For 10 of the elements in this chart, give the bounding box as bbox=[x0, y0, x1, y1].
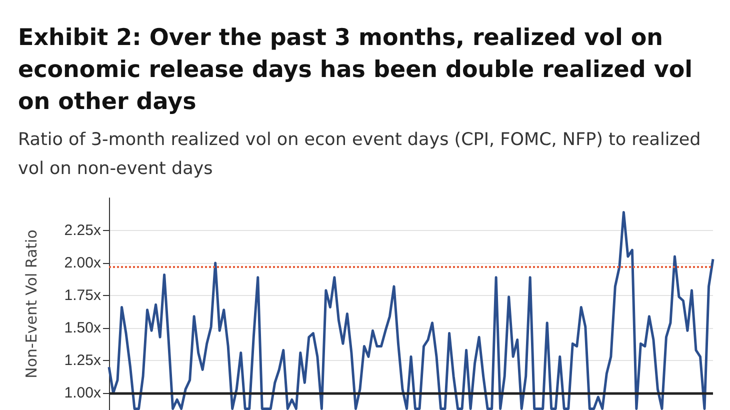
y-tick-label: 1.00x bbox=[64, 384, 102, 402]
y-tick-label: 1.25x bbox=[64, 352, 102, 370]
line-series bbox=[108, 211, 714, 410]
chart-subtitle: Ratio of 3-month realized vol on econ event days (CPI, FOMC, NFP) to realized vol on non-event days bbox=[18, 129, 702, 181]
y-tick-label: 1.50x bbox=[64, 320, 102, 337]
y-tick-label: 2.00x bbox=[64, 254, 102, 272]
chart-title: Exhibit 2: Over the past 3 months, realized vol on economic release days has been double realized vol on other days bbox=[18, 24, 694, 117]
y-tick-label: 2.25x bbox=[64, 222, 102, 240]
y-axis-title: Non-Event Vol Ratio bbox=[22, 230, 40, 378]
y-tick-label: 1.75x bbox=[64, 287, 102, 304]
